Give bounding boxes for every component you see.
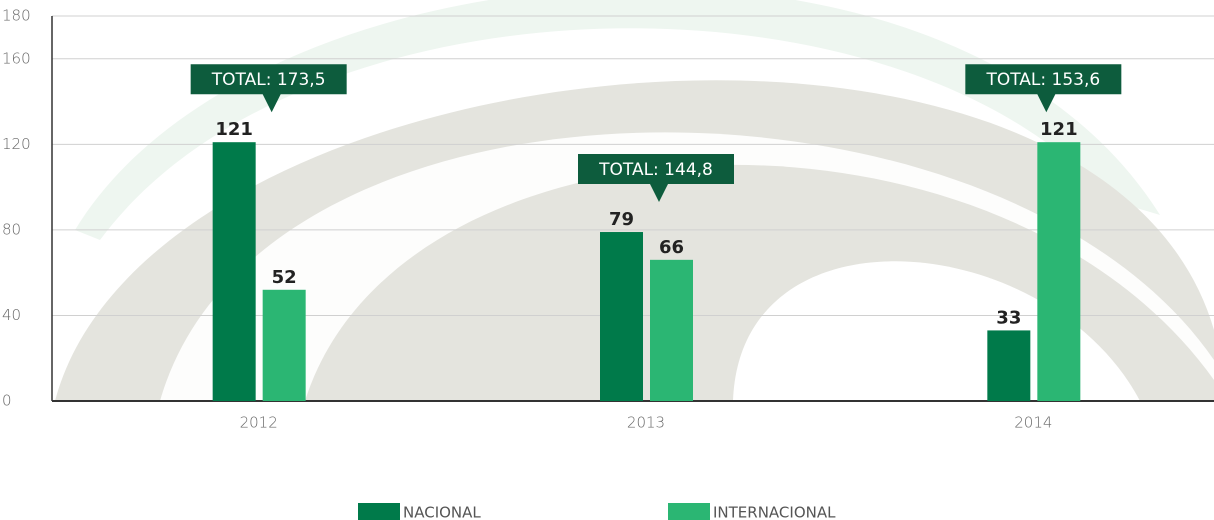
legend-swatch [668, 503, 710, 520]
bar [987, 330, 1030, 401]
legend-label: INTERNACIONAL [713, 504, 836, 520]
annotation: TOTAL: 173,5 [211, 70, 326, 90]
bar [213, 142, 256, 401]
bar [263, 290, 306, 401]
x-tick-label: 2013 [627, 414, 665, 432]
x-tick-label: 2012 [240, 414, 278, 432]
bar [600, 232, 643, 401]
value-label: 121 [1040, 119, 1078, 140]
value-label: 33 [996, 307, 1021, 328]
value-label: 121 [215, 119, 253, 140]
value-label: 66 [659, 237, 684, 258]
legend-swatch [358, 503, 400, 520]
annotation: TOTAL: 153,6 [985, 70, 1100, 90]
legend-label: NACIONAL [403, 504, 481, 520]
annotation: TOTAL: 144,8 [598, 160, 713, 180]
x-tick-label: 2014 [1014, 414, 1052, 432]
y-tick-label: 0 [2, 392, 12, 410]
y-tick-label: 160 [2, 49, 31, 67]
bar [650, 260, 693, 401]
y-tick-label: 120 [2, 135, 31, 153]
y-tick-label: 80 [2, 220, 21, 238]
value-label: 79 [609, 209, 634, 230]
value-label: 52 [272, 267, 297, 288]
chart: 0 40 80 120 160 180 2012 121 52 TOTAL: 173,5 2013 7… [0, 0, 1214, 520]
y-tick-label: 180 [2, 7, 31, 25]
y-tick-label: 40 [2, 306, 21, 324]
bar [1037, 142, 1080, 401]
